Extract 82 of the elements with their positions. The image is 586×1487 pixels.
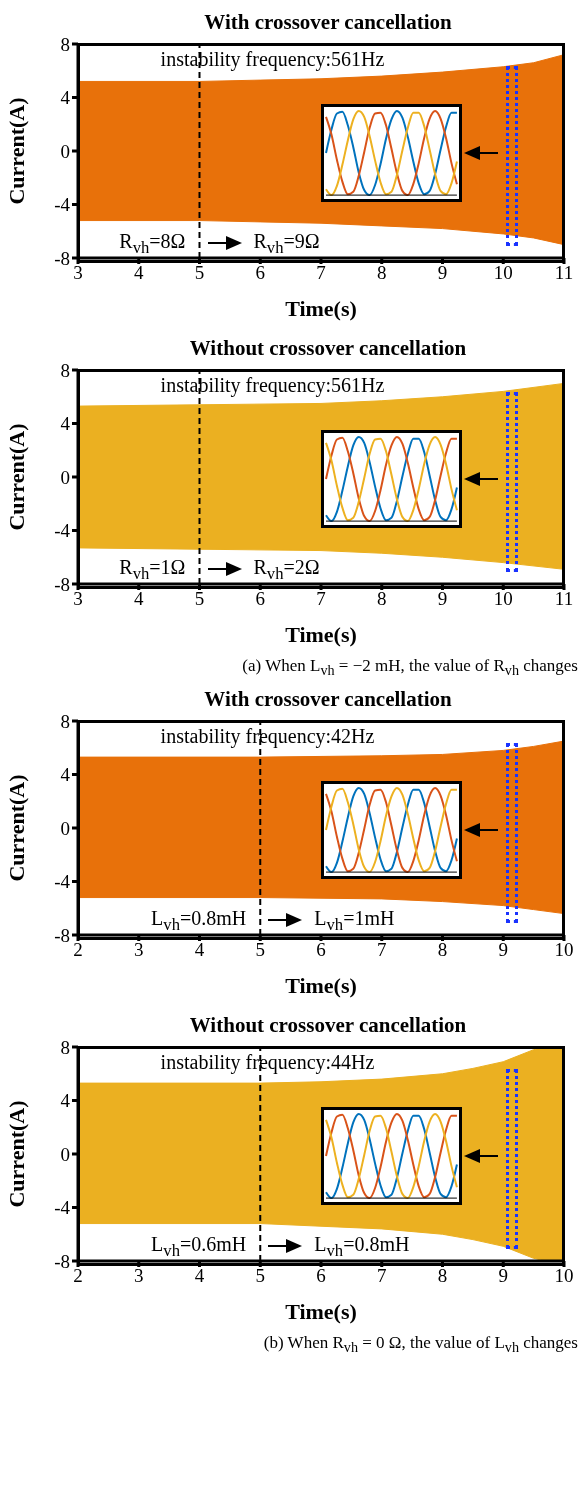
y-tick-label: 8 <box>60 1037 70 1059</box>
y-tick-label: 8 <box>60 359 70 381</box>
annotation: L$_{vh}$=1mH <box>314 907 395 936</box>
text: (a) When L$_{vh}$ = −2 mH, the value of R$_{vh}$ changes <box>241 656 578 680</box>
x-tick-label: 9 <box>437 588 448 610</box>
x-tick-label: 7 <box>377 939 387 961</box>
x-tick-label: 10 <box>554 1265 574 1287</box>
y-axis-title: Current(A) <box>3 97 29 205</box>
y-tick-label: -8 <box>54 1251 70 1273</box>
x-tick-label: 4 <box>194 939 205 961</box>
chart-title: With crossover cancellation <box>204 10 452 34</box>
x-axis-title: Time(s) <box>285 296 357 321</box>
x-tick-label: 8 <box>437 939 448 961</box>
y-tick-label: -4 <box>54 194 71 216</box>
x-tick-label: 6 <box>255 588 265 610</box>
y-tick-label: 8 <box>60 711 70 733</box>
annotation: instability frequency:561Hz <box>160 48 385 71</box>
x-tick-label: 3 <box>73 262 83 284</box>
y-tick-label: 0 <box>60 140 70 162</box>
x-tick-label: 10 <box>493 588 513 610</box>
y-tick-label: 4 <box>60 1090 71 1112</box>
x-axis-title: Time(s) <box>285 622 357 647</box>
x-tick-label: 9 <box>498 939 508 961</box>
y-tick-label: -4 <box>54 1197 71 1219</box>
y-tick-label: -4 <box>54 520 71 542</box>
y-axis-title: Current(A) <box>3 774 29 882</box>
x-tick-label: 4 <box>194 1265 205 1287</box>
x-tick-label: 9 <box>498 1265 508 1287</box>
x-tick-label: 7 <box>316 588 326 610</box>
y-tick-label: -8 <box>54 573 70 595</box>
annotation: L$_{vh}$=0.6mH <box>151 1233 247 1262</box>
x-tick-label: 3 <box>73 588 83 610</box>
x-tick-label: 6 <box>316 939 326 961</box>
y-axis-title: Current(A) <box>3 423 29 531</box>
annotation: R$_{vh}$=9Ω <box>253 230 320 258</box>
x-tick-label: 9 <box>437 262 448 284</box>
x-tick-label: 5 <box>255 1265 265 1287</box>
y-tick-label: 8 <box>60 33 70 55</box>
chart-title: Without crossover cancellation <box>189 336 467 360</box>
text: (b) When R$_{vh}$ = 0 Ω, the value of L$_{vh}$ changes <box>262 1333 578 1357</box>
y-tick-label: 0 <box>60 818 70 840</box>
x-tick-label: 4 <box>134 262 144 284</box>
annotation: instability frequency:44Hz <box>160 1051 375 1075</box>
chart-title: Without crossover cancellation <box>189 1013 467 1038</box>
annotation: L$_{vh}$=0.8mH <box>151 907 247 936</box>
x-axis-title: Time(s) <box>285 973 357 999</box>
x-tick-label: 7 <box>316 262 326 284</box>
annotation: R$_{vh}$=2Ω <box>253 556 320 584</box>
x-axis-title: Time(s) <box>285 1299 357 1325</box>
x-tick-label: 10 <box>493 262 513 284</box>
x-tick-label: 7 <box>377 1265 387 1287</box>
x-tick-label: 8 <box>377 588 387 610</box>
x-tick-label: 8 <box>437 1265 448 1287</box>
x-tick-label: 3 <box>134 1265 144 1287</box>
y-tick-label: 4 <box>60 413 71 435</box>
y-tick-label: 0 <box>60 1144 70 1166</box>
y-tick-label: -4 <box>54 871 71 893</box>
y-tick-label: 4 <box>60 87 71 109</box>
annotation: L$_{vh}$=0.8mH <box>314 1233 410 1262</box>
y-tick-label: 4 <box>60 764 71 786</box>
x-tick-label: 11 <box>554 588 574 610</box>
y-axis-title: Current(A) <box>3 1100 29 1208</box>
x-tick-label: 3 <box>134 939 144 961</box>
x-tick-label: 2 <box>73 939 83 961</box>
x-tick-label: 10 <box>554 939 574 961</box>
annotation: R$_{vh}$=8Ω <box>119 230 186 258</box>
annotation: instability frequency:42Hz <box>160 725 375 749</box>
y-tick-label: 0 <box>60 466 70 488</box>
x-tick-label: 5 <box>194 262 205 284</box>
annotation: instability frequency:561Hz <box>160 374 385 397</box>
x-tick-label: 11 <box>554 262 574 284</box>
x-tick-label: 8 <box>377 262 387 284</box>
x-tick-label: 6 <box>255 262 265 284</box>
x-tick-label: 5 <box>194 588 205 610</box>
x-tick-label: 4 <box>134 588 144 610</box>
annotation: R$_{vh}$=1Ω <box>119 556 186 584</box>
x-tick-label: 2 <box>73 1265 83 1287</box>
x-tick-label: 5 <box>255 939 265 961</box>
y-tick-label: -8 <box>54 925 70 947</box>
x-tick-label: 6 <box>316 1265 326 1287</box>
y-tick-label: -8 <box>54 247 70 269</box>
chart-title: With crossover cancellation <box>204 687 452 712</box>
